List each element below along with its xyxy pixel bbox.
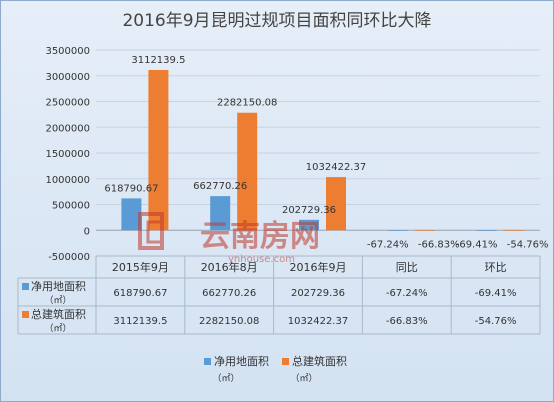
x-tick-label: 2016年9月 xyxy=(290,260,347,274)
bar xyxy=(414,230,435,231)
data-label: -69.41% xyxy=(456,239,498,250)
y-tick-label: 0 xyxy=(84,226,90,237)
table-legend-key xyxy=(22,311,29,318)
table-cell: -67.24% xyxy=(386,288,428,299)
table-cell: 1032422.37 xyxy=(288,316,348,327)
data-label: 662770.26 xyxy=(193,181,247,192)
data-label: 618790.67 xyxy=(104,183,158,194)
table-cell: 202729.36 xyxy=(291,288,345,299)
y-tick-label: 1000000 xyxy=(45,175,90,186)
bar xyxy=(476,230,497,231)
legend: 净用地面积 （㎡） 总建筑面积 （㎡） xyxy=(204,354,347,384)
data-label: 1032422.37 xyxy=(306,162,366,173)
y-tick-label: 2500000 xyxy=(45,98,90,109)
data-label: 2282150.08 xyxy=(217,98,277,109)
bar xyxy=(387,230,408,231)
table-cell: -54.76% xyxy=(475,316,517,327)
y-tick-label: 1500000 xyxy=(45,149,90,160)
bar xyxy=(121,198,142,231)
bars xyxy=(121,69,524,231)
legend-label: 总建筑面积 xyxy=(292,354,347,368)
table-legend-key xyxy=(22,283,29,290)
x-tick-label: 2015年9月 xyxy=(112,260,169,274)
table-cell: 618790.67 xyxy=(113,288,167,299)
data-label: 3112139.5 xyxy=(131,55,185,66)
chart-title: 2016年9月昆明过规项目面积同环比大降 xyxy=(122,11,431,31)
watermark-logo-inner xyxy=(146,220,164,244)
y-axis: -500000 0 500000 1000000 1500000 2000000 25000… xyxy=(45,46,540,263)
data-label: -54.76% xyxy=(507,239,549,250)
legend-unit: （㎡） xyxy=(290,373,317,384)
watermark: 云南房网 ynhouse.com xyxy=(138,212,320,265)
data-label: -66.83% xyxy=(418,239,460,250)
x-tick-label: 环比 xyxy=(485,261,507,274)
y-tick-label: 500000 xyxy=(52,201,90,212)
y-tick-label: 3000000 xyxy=(45,72,90,83)
y-tick-label: 2000000 xyxy=(45,123,90,134)
table-row-label: 净用地面积 xyxy=(31,279,86,293)
table-row-label: 总建筑面积 xyxy=(31,307,86,321)
bar xyxy=(148,69,169,231)
bar xyxy=(237,112,258,231)
bar xyxy=(326,177,346,231)
legend-label: 净用地面积 xyxy=(214,354,269,368)
legend-swatch xyxy=(282,358,289,365)
bar xyxy=(503,230,524,231)
data-label: -67.24% xyxy=(367,239,409,250)
watermark-text: 云南房网 xyxy=(200,219,320,254)
y-tick-label: 3500000 xyxy=(45,46,90,57)
table-cell: 2282150.08 xyxy=(199,316,259,327)
data-labels: 618790.67 662770.26 202729.36 -67.24% -69.41… xyxy=(104,55,548,250)
table-cell: 3112139.5 xyxy=(113,316,167,327)
bar xyxy=(210,196,231,231)
table-row-unit: （㎡） xyxy=(44,295,71,306)
table-cell: -69.41% xyxy=(475,288,517,299)
table-cell: -66.83% xyxy=(386,316,428,327)
legend-swatch xyxy=(204,358,211,365)
legend-unit: （㎡） xyxy=(212,373,239,384)
table-cell: 662770.26 xyxy=(202,288,256,299)
x-tick-label: 2016年8月 xyxy=(201,260,258,274)
x-tick-label: 同比 xyxy=(396,261,418,274)
watermark-url: ynhouse.com xyxy=(228,254,295,265)
table-row-unit: （㎡） xyxy=(44,323,71,334)
bar xyxy=(299,219,319,231)
data-label: 202729.36 xyxy=(282,205,336,216)
y-tick-label: -500000 xyxy=(48,252,90,263)
